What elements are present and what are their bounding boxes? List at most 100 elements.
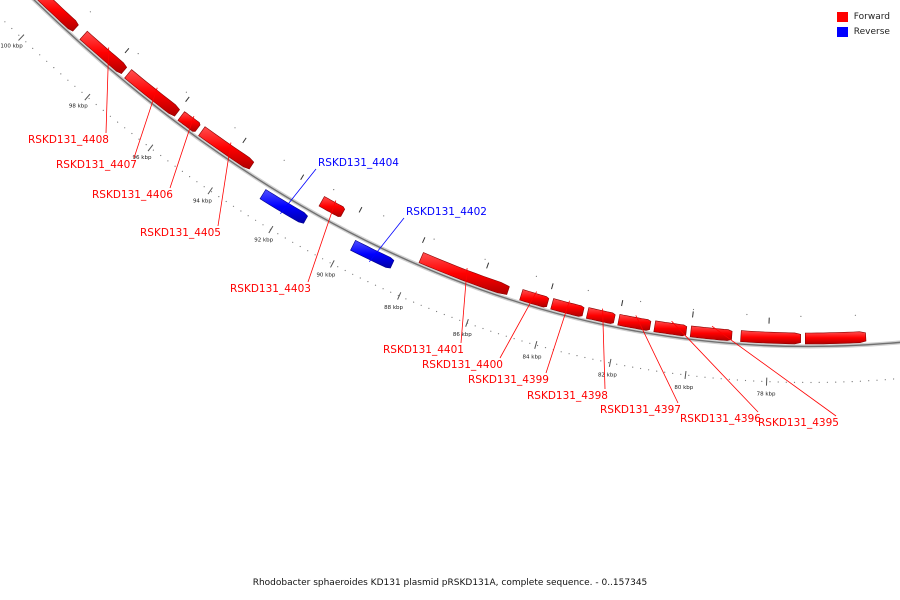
scale-dot (174, 165, 176, 167)
inner-tick (358, 206, 363, 213)
gene-arrow-rskd131_4407[interactable] (124, 69, 180, 117)
scale-tick-label: 90 kbp (316, 272, 335, 278)
scale-dot (632, 366, 634, 368)
legend-forward-label: Forward (853, 11, 890, 22)
scale-dot (818, 381, 820, 383)
inner-tick (124, 48, 130, 54)
gene-arrow-rskd131_4403[interactable] (318, 196, 346, 217)
scale-tick-label: 82 kbp (598, 373, 617, 379)
scale-dot (587, 289, 589, 292)
gene-label[interactable]: RSKD131_4407 (56, 159, 137, 171)
scale-dot (89, 11, 91, 13)
scale-dot (352, 273, 354, 275)
scale-dot (793, 381, 796, 383)
scale-tick-label: 88 kbp (384, 305, 403, 311)
scale-dot (720, 378, 722, 380)
gene-arrow-rskd131_4401[interactable] (418, 252, 510, 295)
scale-dot (359, 277, 361, 279)
scale-tick-label: 96 kbp (133, 155, 152, 161)
scale-dot (405, 298, 407, 300)
gene-label[interactable]: RSKD131_4396 (680, 413, 761, 425)
scale-tick-label: 78 kbp (757, 392, 776, 398)
scale-dot (810, 381, 812, 384)
gene-label[interactable]: RSKD131_4401 (383, 344, 464, 356)
gene-leader-line (545, 300, 570, 374)
gene-leader-line (499, 291, 537, 359)
gene-leader-line (133, 87, 158, 159)
scale-dot (322, 258, 324, 260)
scale-dot (382, 288, 384, 290)
scale-dot (537, 344, 539, 347)
scale-dot (696, 375, 698, 377)
scale-tick (147, 144, 154, 152)
scale-dot (497, 333, 500, 335)
scale-dot (413, 301, 415, 303)
scale-dot (299, 245, 301, 248)
gene-label[interactable]: RSKD131_4398 (527, 390, 608, 402)
scale-dot (60, 73, 62, 75)
gene-arrow[interactable] (804, 331, 867, 345)
gene-label[interactable]: RSKD131_4404 (318, 157, 399, 169)
scale-dot (728, 378, 730, 380)
gene-arrow-rskd131_4405[interactable] (198, 126, 255, 170)
scale-dot (428, 307, 430, 309)
inner-tick (486, 262, 490, 269)
gene-label[interactable]: RSKD131_4406 (92, 189, 173, 201)
scale-dot (744, 379, 747, 382)
gene-leader-line (280, 168, 317, 214)
scale-dot (484, 258, 486, 260)
scale-tick-label: 86 kbp (453, 332, 472, 338)
gene-leader-line (217, 142, 232, 227)
gene-label[interactable]: RSKD131_4405 (140, 227, 221, 239)
scale-dot (277, 233, 279, 235)
scale-dot (451, 316, 453, 318)
scale-dot (712, 377, 714, 379)
scale-dot (138, 138, 140, 140)
scale-dot (835, 381, 837, 383)
scale-dot (753, 380, 755, 382)
gene-arrow-rskd131_4395[interactable] (689, 325, 733, 341)
gene-arrow-rskd131_4400[interactable] (519, 289, 550, 308)
gene-label[interactable]: RSKD131_4400 (422, 359, 503, 371)
scale-tick-label: 100 kbp (0, 44, 23, 50)
scale-dot (568, 353, 570, 355)
scale-dot (160, 154, 162, 157)
scale-dot (785, 381, 787, 383)
gene-label[interactable]: RSKD131_4395 (758, 417, 839, 429)
gene-label[interactable]: RSKD131_4408 (28, 134, 109, 146)
scale-dot (692, 308, 695, 311)
scale-dot (67, 79, 69, 81)
gene-leader-line (635, 315, 679, 404)
gene-arrow-rskd131_4402[interactable] (350, 239, 395, 269)
scale-dot (307, 250, 309, 252)
scale-dot (704, 376, 706, 378)
scale-dot (32, 47, 34, 50)
gene-label[interactable]: RSKD131_4403 (230, 283, 311, 295)
gene-arrow[interactable] (36, 0, 79, 32)
scale-dot (117, 121, 119, 123)
scale-tick (684, 370, 687, 380)
inner-tick (300, 174, 305, 181)
scale-dot (608, 362, 610, 364)
gene-arrow-rskd131_4406[interactable] (177, 111, 201, 132)
gene-arrow[interactable] (740, 330, 802, 345)
scale-dot (529, 342, 531, 344)
gene-label[interactable]: RSKD131_4397 (600, 404, 681, 416)
scale-dot (390, 291, 392, 293)
gene-arrow-rskd131_4408[interactable] (79, 30, 128, 74)
gene-label[interactable]: RSKD131_4399 (468, 374, 549, 386)
scale-dot (769, 381, 771, 383)
gene-arrow-rskd131_4397[interactable] (617, 313, 652, 331)
gene-label[interactable]: RSKD131_4402 (406, 206, 487, 218)
scale-dot (433, 238, 435, 240)
scale-dot (868, 380, 870, 382)
gene-arrow-rskd131_4404[interactable] (259, 189, 308, 224)
gene-arrow-rskd131_4398[interactable] (585, 307, 616, 324)
scale-dot (152, 149, 154, 151)
gene-leader-line (105, 47, 110, 134)
gene-arrow-rskd131_4396[interactable] (653, 320, 688, 337)
scale-dot (210, 191, 213, 193)
scale-dot (185, 91, 187, 93)
